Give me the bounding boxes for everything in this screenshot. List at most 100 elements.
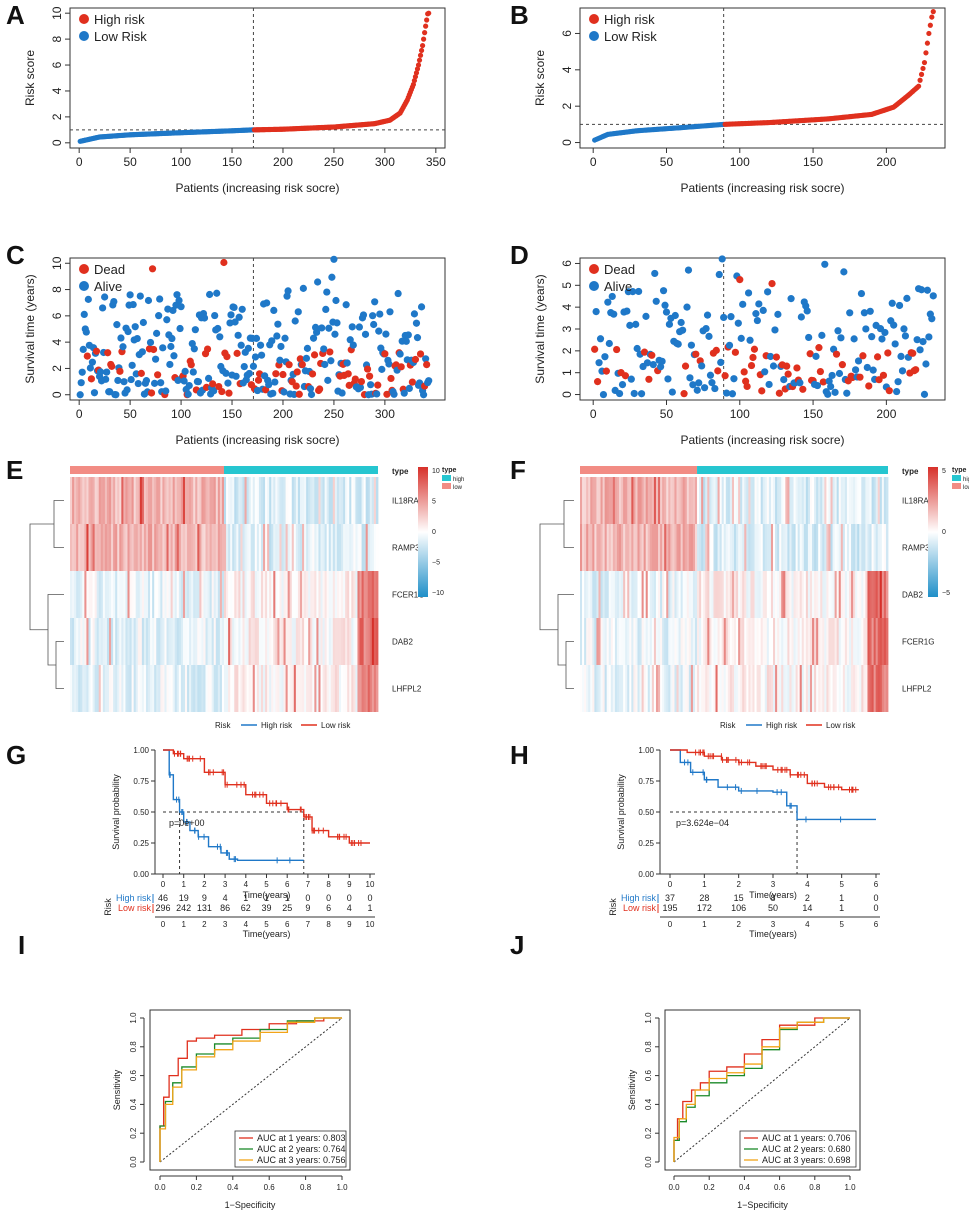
heatmap-cell (789, 665, 792, 712)
heatmap-cell (670, 524, 673, 571)
heatmap-cell (859, 618, 862, 665)
km-curve (670, 749, 876, 821)
heatmap-cell (826, 665, 829, 712)
risk-point (414, 66, 421, 72)
heatmap-cell (70, 618, 73, 665)
heatmap-cell (598, 477, 601, 524)
risk-table-value: 172 (697, 903, 712, 913)
survival-point (640, 348, 649, 356)
heatmap-cell (885, 665, 889, 712)
heatmap-cell (211, 571, 215, 618)
heatmap-cell (361, 665, 365, 712)
heatmap-cell (758, 477, 762, 524)
survival-point (189, 368, 197, 376)
heatmap-cell (217, 618, 221, 665)
risk-table-value: 14 (802, 903, 812, 913)
survival-point (381, 350, 389, 358)
heatmap-cell (851, 665, 854, 712)
heatmap-cell (281, 665, 284, 712)
heatmap-cell (178, 618, 182, 665)
heatmap-cell (131, 665, 135, 712)
heatmap-cell (80, 665, 83, 712)
type-legend-title: type (442, 467, 457, 474)
heatmap-cell (666, 477, 669, 524)
heatmap-cell (619, 571, 622, 618)
heatmap-cell (580, 524, 583, 571)
risk-table-value: 37 (665, 893, 675, 903)
survival-point (365, 372, 374, 380)
heatmap-cell (156, 665, 159, 712)
heatmap-cell (326, 477, 330, 524)
heatmap-cell (690, 618, 694, 665)
survival-point (276, 356, 284, 364)
survival-point (268, 337, 276, 345)
survival-point (324, 376, 332, 384)
heatmap-cell (338, 665, 342, 712)
heatmap-cell (592, 571, 595, 618)
heatmap-cell (590, 571, 593, 618)
heatmap-cell (715, 524, 718, 571)
heatmap-cell (647, 524, 651, 571)
heatmap-cell (199, 524, 202, 571)
heatmap-cell (127, 665, 130, 712)
survival-point (88, 358, 97, 366)
heatmap-cell (676, 477, 679, 524)
heatmap-cell (719, 477, 723, 524)
heatmap-cell (594, 618, 597, 665)
heatmap-cell (842, 618, 846, 665)
heatmap-cell (141, 524, 145, 571)
survival-point (302, 354, 311, 362)
heatmap-cell (801, 571, 805, 618)
heatmap-cell (332, 524, 336, 571)
heatmap-cell (250, 571, 254, 618)
heatmap-cell (113, 665, 116, 712)
heatmap-cell (809, 665, 813, 712)
heatmap-cell (711, 665, 714, 712)
heatmap-cell (871, 665, 875, 712)
heatmap-cell (154, 524, 157, 571)
heatmap-cell (635, 477, 638, 524)
heatmap-cell (703, 618, 706, 665)
survival-point (854, 357, 863, 365)
survival-point (78, 368, 86, 376)
survival-point (162, 387, 170, 395)
gene-label: FCER1G (902, 638, 934, 647)
heatmap-cell (164, 665, 167, 712)
heatmap-cell (295, 477, 299, 524)
x-tick-label: 50 (660, 155, 674, 169)
heatmap-cell (125, 477, 128, 524)
heatmap-cell (129, 618, 132, 665)
heatmap-cell (308, 477, 311, 524)
heatmap-cell (760, 524, 764, 571)
heatmap-cell (830, 571, 833, 618)
x-axis-label: 1−Specificity (225, 1200, 276, 1210)
heatmap-cell (318, 571, 321, 618)
heatmap-cell (279, 477, 282, 524)
heatmap-cell (855, 571, 858, 618)
heatmap-cell (182, 524, 186, 571)
heatmap-cell (660, 477, 663, 524)
y-tick-label: 6 (560, 260, 574, 267)
risk-table-tick: 9 (347, 920, 352, 929)
y-tick-label: 6 (50, 312, 64, 319)
heatmap-cell (304, 571, 307, 618)
heatmap-cell (729, 477, 733, 524)
heatmap-cell (612, 665, 616, 712)
heatmap-cell (306, 524, 309, 571)
heatmap-cell (375, 477, 379, 524)
legend-label: AUC at 2 years: 0.680 (762, 1144, 851, 1154)
survival-point (686, 374, 694, 382)
y-tick-label: 0 (50, 391, 64, 398)
heatmap-cell (861, 524, 864, 571)
heatmap-cell (748, 524, 751, 571)
survival-point (127, 375, 135, 384)
y-tick-label: 4 (50, 87, 64, 94)
heatmap-cell (688, 524, 692, 571)
heatmap-cell (664, 618, 667, 665)
heatmap-cell (283, 665, 286, 712)
heatmap-cell (758, 524, 762, 571)
survival-point (147, 389, 156, 397)
heatmap-cell (250, 524, 254, 571)
heatmap-cell (351, 477, 354, 524)
survival-point (113, 321, 121, 329)
